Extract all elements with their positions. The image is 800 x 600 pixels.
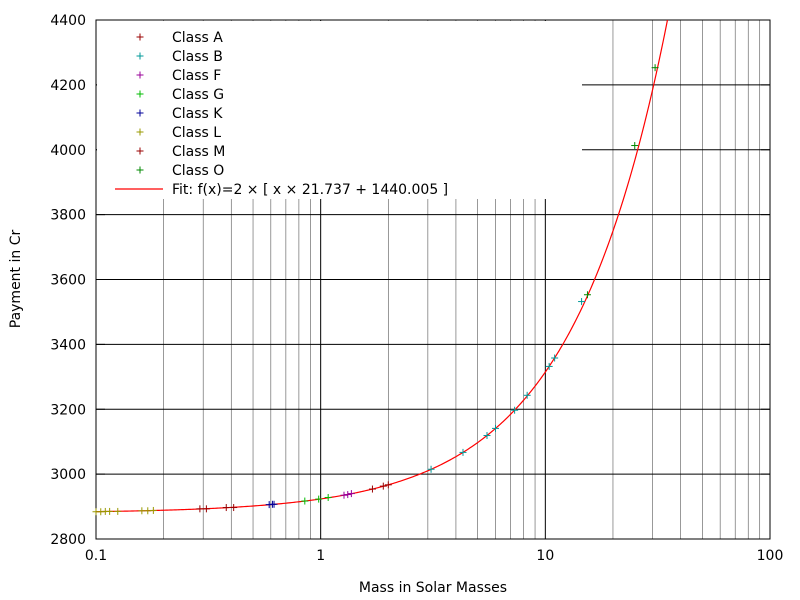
point-class-b [551,354,559,362]
point-class-b [511,406,519,414]
point-class-l [138,507,146,515]
legend-marker-class-m [136,147,144,155]
point-class-o [651,64,659,72]
legend-marker-class-k [136,109,144,117]
legend: Class A Class B Class F Class G Class K Class… [115,30,448,198]
x-tick-label: 1 [316,548,325,564]
legend-box [97,21,582,199]
legend-marker-class-f [136,71,144,79]
y-tick-label: 3600 [50,273,86,289]
y-tick-label: 4400 [50,13,86,29]
point-class-g [301,497,309,505]
point-class-o [583,291,591,299]
x-tick-label: 100 [757,548,784,564]
point-class-b [427,465,435,473]
point-class-g [324,493,332,501]
legend-label-fit: Fit: f(x)=2 × [ x × 21.737 + 1440.005 ] [172,182,448,198]
x-tick-label: 0.1 [85,548,107,564]
x-tick-label: 10 [536,548,554,564]
legend-background [97,21,582,199]
legend-label-class-f: Class F [172,68,221,84]
legend-label-class-m: Class M [172,144,225,160]
point-class-m [222,504,230,512]
point-class-b [545,362,553,370]
y-tick-label: 3200 [50,402,86,418]
point-class-b [491,424,499,432]
point-class-g [315,495,323,503]
legend-marker-class-l [136,128,144,136]
y-tick-label: 3800 [50,208,86,224]
plot-frame [95,19,771,540]
y-tick-labels: 2800 3000 3200 3400 3600 3800 4000 4200 4400 [50,13,86,548]
point-class-f [340,491,348,499]
point-class-m [230,504,238,512]
legend-marker-class-b [136,52,144,60]
y-tick-label: 4200 [50,78,86,94]
point-class-o [631,142,639,150]
legend-label-class-o: Class O [172,163,224,179]
point-class-b [459,448,467,456]
y-tick-label: 3400 [50,337,86,353]
data-points [92,64,659,516]
point-class-a [368,485,376,493]
point-class-m [202,505,210,513]
legend-label-class-k: Class K [172,106,223,122]
legend-marker-class-a [136,33,144,41]
point-class-a [384,481,392,489]
y-tick-label: 3000 [50,467,86,483]
legend-label-class-a: Class A [172,30,223,46]
point-class-k [270,500,278,508]
legend-label-class-l: Class L [172,125,221,141]
legend-marker-class-o [136,166,144,174]
y-tick-label: 4000 [50,143,86,159]
point-class-b [578,298,586,306]
y-axis-label: Payment in Cr [8,230,24,329]
legend-label-class-b: Class B [172,49,223,65]
point-class-b [483,432,491,440]
x-tick-labels: 0.1 1 10 100 [85,548,784,564]
point-class-l [106,507,114,515]
y-tick-label: 2800 [50,532,86,548]
point-class-l [149,506,157,514]
fit-curve-group [95,19,669,513]
point-class-f [344,491,352,499]
point-class-f [347,490,355,498]
point-class-l [114,507,122,515]
x-axis-label: Mass in Solar Masses [359,580,507,596]
point-class-m [196,505,204,513]
fit-curve [95,19,669,513]
point-class-b [523,391,531,399]
point-class-a [379,482,387,490]
legend-label-class-g: Class G [172,87,224,103]
legend-marker-class-g [136,90,144,98]
